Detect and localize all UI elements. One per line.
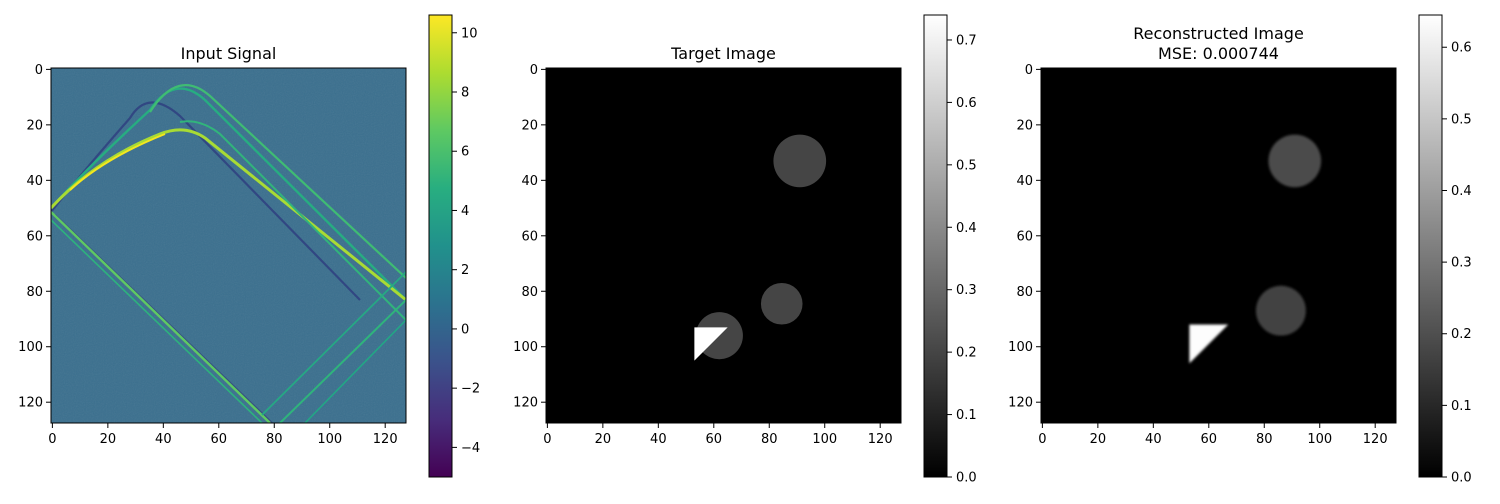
y-tick-label: 60 xyxy=(26,229,43,244)
heatmap-background xyxy=(546,68,901,423)
y-tick-label: 20 xyxy=(26,118,43,133)
x-tick-label: 80 xyxy=(761,432,778,447)
disk-shape xyxy=(773,135,826,188)
y-tick-label: 120 xyxy=(513,396,538,411)
x-axis: 0 20 40 60 80 100 120 xyxy=(543,423,892,447)
x-tick-label: 20 xyxy=(100,432,117,447)
colorbar-tick-label: −4 xyxy=(461,441,480,456)
x-tick-label: 0 xyxy=(543,432,551,447)
x-tick-label: 0 xyxy=(1038,432,1046,447)
colorbar-tick-label: 10 xyxy=(461,26,478,41)
colorbar-tick-label: 0.2 xyxy=(1451,327,1472,342)
disk-shape xyxy=(1268,135,1321,188)
y-tick-label: 60 xyxy=(1016,229,1033,244)
colorbar-tick-label: 0.1 xyxy=(1451,399,1472,414)
colorbar-axis: 0.0 0.1 0.2 0.3 0.4 0.5 0.6 0.7 xyxy=(947,33,977,485)
colorbar-tick-label: −2 xyxy=(461,382,480,397)
colorbar-tick-label: 6 xyxy=(461,145,469,160)
y-axis: 0 20 40 60 80 100 120 xyxy=(513,63,546,411)
y-tick-label: 80 xyxy=(1016,285,1033,300)
x-tick-label: 60 xyxy=(1201,432,1218,447)
y-tick-label: 100 xyxy=(18,340,43,355)
x-tick-label: 100 xyxy=(1307,432,1332,447)
colorbar xyxy=(429,15,452,477)
x-tick-label: 40 xyxy=(650,432,667,447)
colorbar-tick-label: 0.4 xyxy=(1451,184,1472,199)
y-tick-label: 40 xyxy=(26,174,43,189)
colorbar-axis: 0.0 0.1 0.2 0.3 0.4 0.5 0.6 xyxy=(1442,41,1472,486)
x-tick-label: 120 xyxy=(868,432,893,447)
y-tick-label: 80 xyxy=(521,285,538,300)
y-tick-label: 40 xyxy=(1016,174,1033,189)
y-axis: 0 20 40 60 80 100 120 xyxy=(1008,63,1041,411)
y-tick-label: 0 xyxy=(530,63,538,78)
panel-reconstructed-image: Reconstructed Image MSE: 0.000744 0 20 40 6… xyxy=(1008,15,1472,486)
colorbar xyxy=(1419,15,1442,477)
x-tick-label: 120 xyxy=(1363,432,1388,447)
colorbar-tick-label: 0.1 xyxy=(956,408,977,423)
y-tick-label: 120 xyxy=(18,396,43,411)
x-tick-label: 20 xyxy=(1090,432,1107,447)
y-axis: 0 20 40 60 80 100 120 xyxy=(18,63,51,411)
colorbar-tick-label: 0 xyxy=(461,322,469,337)
y-tick-label: 120 xyxy=(1008,396,1033,411)
x-tick-label: 40 xyxy=(155,432,172,447)
x-tick-label: 100 xyxy=(317,432,342,447)
colorbar-tick-label: 0.5 xyxy=(1451,112,1472,127)
heatmap-background xyxy=(1041,68,1396,423)
y-tick-label: 100 xyxy=(1008,340,1033,355)
panel-title-input-signal: Input Signal xyxy=(181,44,277,63)
colorbar-tick-label: 0.6 xyxy=(1451,41,1472,56)
colorbar-tick-label: 0.0 xyxy=(1451,471,1472,486)
panel-target-image: Target Image 0 20 40 60 80 100 120 0 20 40 60 80 10… xyxy=(513,15,977,486)
colorbar-tick-label: 8 xyxy=(461,86,469,101)
x-axis: 0 20 40 60 80 100 120 xyxy=(1038,423,1387,447)
colorbar-tick-label: 0.7 xyxy=(956,33,977,48)
x-axis: 0 20 40 60 80 100 120 xyxy=(48,423,397,447)
colorbar-tick-label: 0.2 xyxy=(956,346,977,361)
panel-subtitle-mse: MSE: 0.000744 xyxy=(1158,44,1279,63)
panel-input-signal: Input Signal 0 20 40 60 80 100 120 02040608010… xyxy=(18,15,480,477)
x-tick-label: 20 xyxy=(595,432,612,447)
panel-title-target-image: Target Image xyxy=(670,44,776,63)
colorbar-tick-label: 0.4 xyxy=(956,221,977,236)
y-tick-label: 0 xyxy=(35,63,43,78)
colorbar-tick-label: 0.6 xyxy=(956,96,977,111)
y-tick-label: 100 xyxy=(513,340,538,355)
x-tick-label: 60 xyxy=(706,432,723,447)
x-tick-label: 0 xyxy=(48,432,56,447)
x-tick-label: 120 xyxy=(373,432,398,447)
colorbar-tick-label: 0.0 xyxy=(956,471,977,486)
x-tick-label: 100 xyxy=(812,432,837,447)
heatmap-signal xyxy=(51,68,406,423)
x-tick-label: 40 xyxy=(1145,432,1162,447)
colorbar-tick-label: 4 xyxy=(461,204,469,219)
x-tick-label: 80 xyxy=(1256,432,1273,447)
disk-shape xyxy=(761,283,803,325)
x-tick-label: 60 xyxy=(211,432,228,447)
y-tick-label: 20 xyxy=(1016,118,1033,133)
y-tick-label: 40 xyxy=(521,174,538,189)
colorbar xyxy=(924,15,947,477)
y-tick-label: 80 xyxy=(26,285,43,300)
colorbar-tick-label: 0.5 xyxy=(956,158,977,173)
y-tick-label: 60 xyxy=(521,229,538,244)
colorbar-tick-label: 0.3 xyxy=(1451,256,1472,271)
colorbar-tick-label: 0.3 xyxy=(956,283,977,298)
panel-title-reconstructed-image: Reconstructed Image xyxy=(1133,24,1304,43)
colorbar-axis: −4 −2 0 2 4 6 8 10 xyxy=(452,26,480,456)
y-tick-label: 20 xyxy=(521,118,538,133)
x-tick-label: 80 xyxy=(266,432,283,447)
y-tick-label: 0 xyxy=(1025,63,1033,78)
disk-shape xyxy=(1256,286,1306,336)
colorbar-tick-label: 2 xyxy=(461,263,469,278)
